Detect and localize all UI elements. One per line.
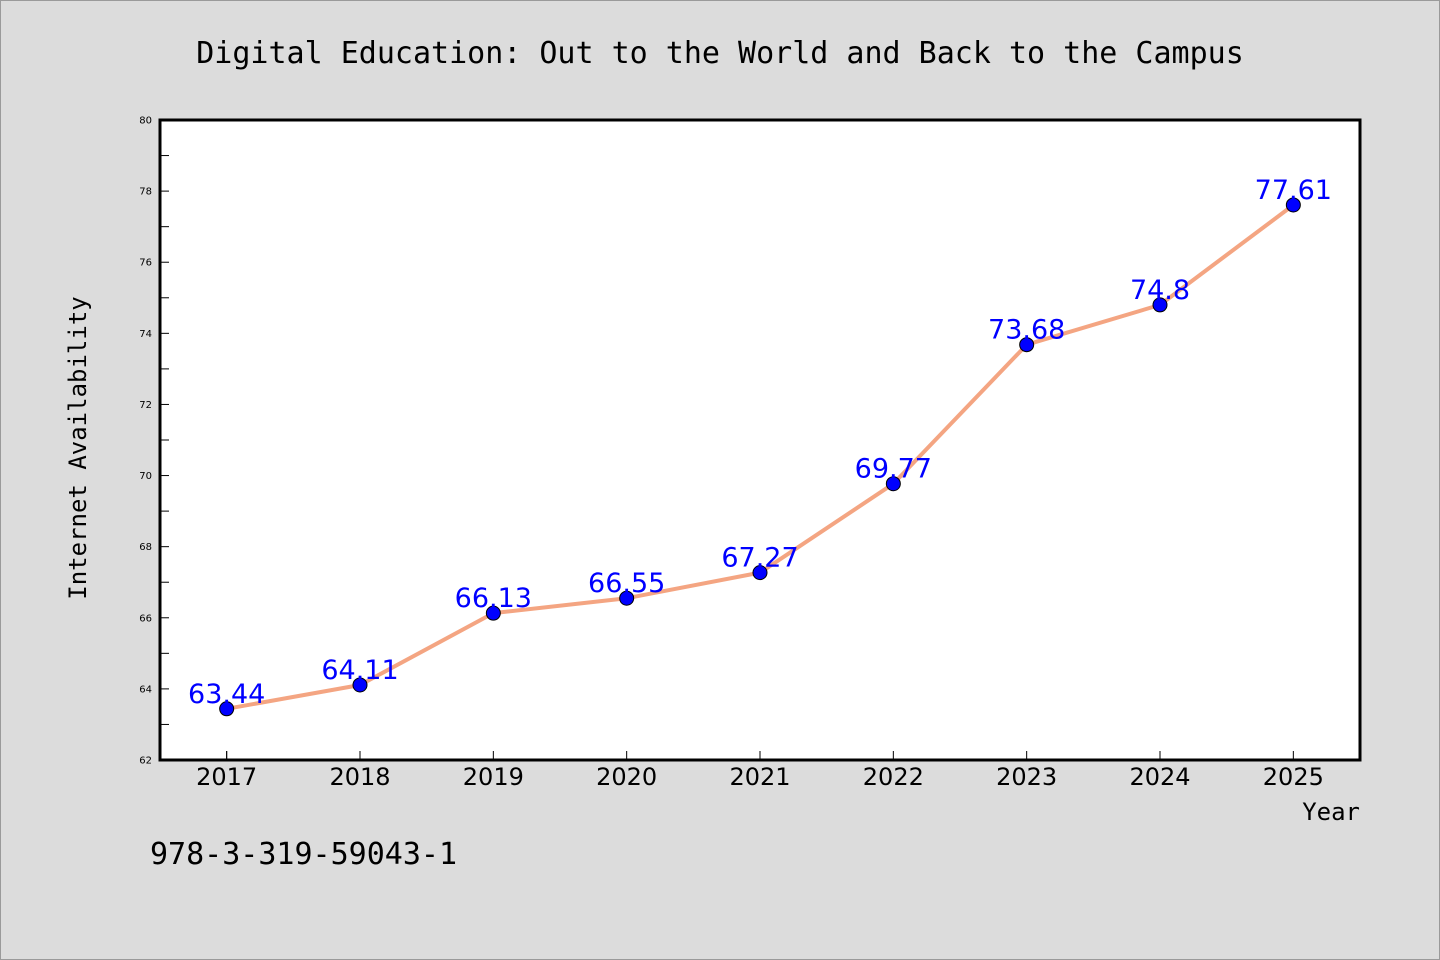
data-point-marker xyxy=(485,605,501,621)
data-point-marker xyxy=(1152,297,1168,313)
y-tick-label: 68 xyxy=(139,542,152,553)
data-point-marker xyxy=(1019,337,1035,353)
x-tick-label: 2017 xyxy=(196,763,257,791)
isbn-footnote: 978-3-319-59043-1 xyxy=(150,837,457,872)
x-tick-label: 2020 xyxy=(596,763,657,791)
data-label: 69.77 xyxy=(855,454,932,485)
data-label: 66.13 xyxy=(455,583,532,614)
data-label: 77.61 xyxy=(1255,175,1332,206)
data-label: 66.55 xyxy=(588,568,665,599)
x-tick-label: 2022 xyxy=(863,763,924,791)
y-tick-label: 66 xyxy=(139,613,152,624)
plot-area xyxy=(158,118,1362,762)
x-tick-label: 2025 xyxy=(1263,763,1324,791)
data-point-marker xyxy=(752,565,768,581)
y-tick-label: 70 xyxy=(139,471,152,482)
y-tick-label: 74 xyxy=(139,329,152,340)
data-point-marker xyxy=(352,677,368,693)
series-line-group xyxy=(219,197,1301,717)
x-tick-label: 2024 xyxy=(1129,763,1190,791)
data-label: 64.11 xyxy=(321,655,398,686)
y-tick-label: 62 xyxy=(139,756,152,767)
data-label: 73.68 xyxy=(988,315,1065,346)
data-point-marker xyxy=(885,476,901,492)
y-tick-label: 78 xyxy=(139,187,152,198)
data-point-marker xyxy=(1285,197,1301,213)
data-label: 74.8 xyxy=(1130,275,1190,306)
data-point-marker xyxy=(619,590,635,606)
x-axis-label: Year xyxy=(1302,798,1360,826)
x-tick-label: 2018 xyxy=(329,763,390,791)
x-tick-label: 2021 xyxy=(729,763,790,791)
y-axis: 62 64 66 68 70 72 74 76 78 80 xyxy=(139,116,169,767)
x-axis: 2017 2018 2019 2020 2021 2022 2023 2024 2025 xyxy=(196,751,1324,791)
data-label: 63.44 xyxy=(188,679,265,710)
y-tick-label: 64 xyxy=(139,684,152,695)
y-tick-label: 76 xyxy=(139,258,152,269)
y-tick-label: 72 xyxy=(139,400,152,411)
y-tick-label: 80 xyxy=(139,116,152,127)
x-tick-label: 2023 xyxy=(996,763,1057,791)
y-axis-label: Internet Availability xyxy=(64,296,92,599)
x-tick-label: 2019 xyxy=(463,763,524,791)
data-point-marker xyxy=(219,701,235,717)
data-label: 67.27 xyxy=(721,543,798,574)
data-labels: 63.44 64.11 66.13 66.55 67.27 69.77 73.68 74.8 7… xyxy=(188,175,1332,710)
chart-title: Digital Education: Out to the World and … xyxy=(196,36,1244,71)
